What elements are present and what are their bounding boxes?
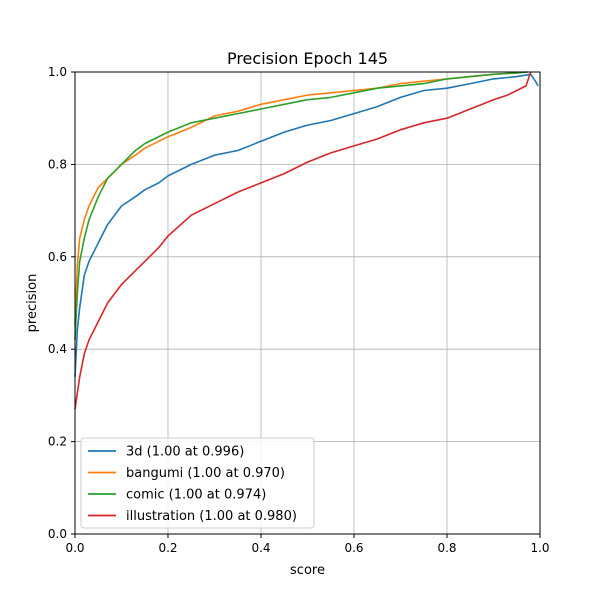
y-axis-ticks: 0.0 0.2 0.4 0.6 0.8 1.0	[48, 65, 75, 541]
legend-box	[80, 437, 315, 529]
x-tick-label-4: 0.8	[437, 541, 456, 555]
legend-label-0: 3d (1.00 at 0.996)	[126, 445, 244, 460]
x-tick-label-3: 0.6	[344, 541, 363, 555]
y-tick-label-4: 0.8	[48, 157, 67, 171]
y-tick-label-2: 0.4	[48, 342, 67, 356]
x-tick-label-1: 0.2	[158, 541, 177, 555]
y-tick-label-0: 0.0	[48, 527, 67, 541]
x-axis-ticks: 0.0 0.2 0.4 0.6 0.8 1.0	[65, 534, 550, 555]
y-tick-label-1: 0.2	[48, 435, 67, 449]
x-tick-label-2: 0.4	[251, 541, 270, 555]
series-line-3	[74, 71, 532, 410]
x-tick-label-5: 1.0	[530, 541, 549, 555]
y-axis-label: precision	[25, 274, 40, 333]
plot-frame	[74, 71, 541, 535]
series-line-2	[74, 71, 528, 341]
series-line-0	[74, 73, 539, 377]
legend-label-1: bangumi (1.00 at 0.970)	[126, 466, 285, 481]
legend-label-2: comic (1.00 at 0.974)	[126, 488, 266, 503]
chart-title: Precision Epoch 145	[227, 49, 388, 68]
y-tick-label-3: 0.6	[48, 250, 67, 264]
series-group	[74, 71, 539, 410]
legend: 3d (1.00 at 0.996) bangumi (1.00 at 0.970…	[80, 437, 315, 529]
x-tick-label-0: 0.0	[65, 541, 84, 555]
y-tick-label-5: 1.0	[48, 65, 67, 79]
legend-label-3: illustration (1.00 at 0.980)	[126, 509, 297, 524]
x-axis-label: score	[290, 563, 325, 578]
